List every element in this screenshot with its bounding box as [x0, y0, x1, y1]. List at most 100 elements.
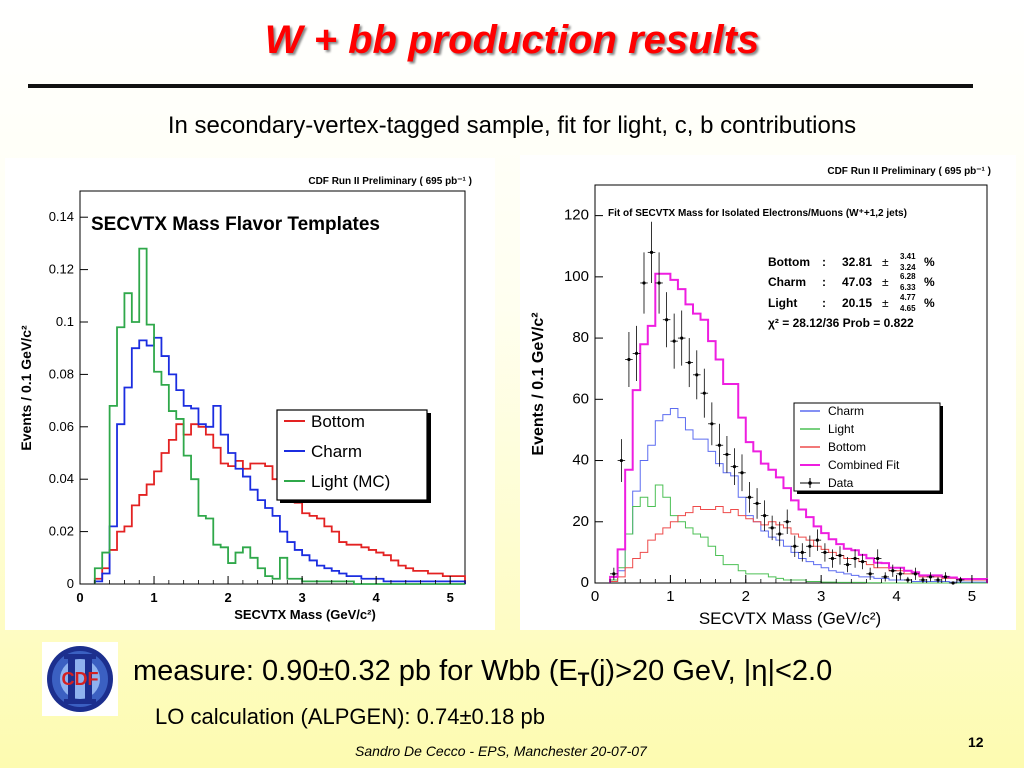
- chi2-text: χ² = 28.12/36 Prob = 0.822: [768, 316, 914, 330]
- y-tick-label: 0.1: [56, 314, 74, 329]
- data-point: [926, 572, 935, 582]
- data-point: [610, 567, 618, 580]
- y-tick-label: 0.06: [49, 419, 74, 434]
- svg-text::: :: [822, 255, 826, 269]
- data-point: [934, 576, 942, 583]
- fit-plus-light: 4.77: [900, 293, 916, 302]
- x-axis-label: SECVTX Mass (GeV/c²): [699, 609, 881, 628]
- lo-calculation: LO calculation (ALPGEN): 0.74±0.18 pb: [155, 704, 545, 729]
- data-point: [813, 529, 822, 551]
- data-point: [745, 481, 754, 513]
- fit-plus-charm: 6.28: [900, 272, 916, 281]
- data-point: [670, 313, 678, 369]
- data-point: [647, 221, 656, 283]
- series-bottom-line: [609, 505, 988, 583]
- data-point: [904, 576, 912, 583]
- slide-title: W + bb production results: [264, 18, 760, 62]
- chart-header: CDF Run II Preliminary ( 695 pb⁻¹ ): [827, 166, 991, 177]
- footer-text: Sandro De Cecco - EPS, Manchester 20-07-…: [355, 743, 647, 759]
- data-point: [798, 543, 807, 562]
- legend-label-charm: Charm: [311, 442, 362, 461]
- fit-minus-charm: 6.33: [900, 283, 916, 292]
- data-point: [723, 436, 731, 473]
- data-point: [775, 521, 784, 547]
- data-point: [896, 567, 905, 580]
- data-point: [851, 549, 859, 568]
- x-tick-label: 3: [817, 588, 825, 605]
- data-point: [881, 572, 889, 582]
- fit-label-charm: Charm: [768, 275, 806, 289]
- legend-label-bottom: Bottom: [311, 412, 365, 431]
- data-point: [821, 543, 829, 562]
- data-point: [708, 402, 716, 446]
- data-point: [693, 350, 701, 400]
- legend-label-light: Light (MC): [311, 472, 390, 491]
- legend-label-fit: Combined Fit: [828, 458, 900, 472]
- data-point: [677, 310, 686, 366]
- legend-label-charm: Charm: [828, 404, 864, 418]
- page-number: 12: [968, 734, 984, 750]
- y-tick-label: 0.04: [49, 471, 74, 486]
- templates-chart: CDF Run II Preliminary ( 695 pb⁻¹ ) 0 1 2 3…: [18, 176, 472, 622]
- x-tick-label: 2: [742, 588, 750, 605]
- cdf-logo: CDF: [42, 642, 118, 716]
- svg-text:±: ±: [882, 296, 889, 310]
- y-tick-label: 80: [572, 329, 589, 346]
- x-tick-label: 2: [224, 590, 231, 605]
- x-tick-label: 1: [150, 590, 157, 605]
- data-point: [858, 553, 867, 570]
- y-tick-label: 100: [564, 268, 589, 285]
- y-tick-label: 0.12: [49, 262, 74, 277]
- legend: Bottom Charm Light (MC): [276, 409, 431, 503]
- slide-subtitle: In secondary-vertex-tagged sample, fit f…: [167, 112, 857, 139]
- data-point: [806, 535, 814, 557]
- y-tick-label: 0.14: [49, 209, 74, 224]
- fit-minus-bottom: 3.24: [900, 263, 916, 272]
- fit-chart: CDF Run II Preliminary ( 695 pb⁻¹ ) 0 1 2 3…: [530, 166, 991, 628]
- data-point: [685, 338, 693, 388]
- data-point: [889, 564, 897, 577]
- fit-results: Bottom : 32.81 ± 3.41 3.24 % Charm : 47.…: [768, 252, 935, 330]
- x-axis-label: SECVTX Mass (GeV/c²): [234, 607, 376, 622]
- data-point: [873, 549, 882, 568]
- title-divider: [28, 84, 973, 88]
- fit-unit-charm: %: [924, 275, 935, 289]
- series-charm-line: [93, 336, 466, 584]
- data-point: [791, 535, 799, 557]
- data-point: [836, 546, 844, 565]
- legend-label-bottom: Bottom: [828, 440, 866, 454]
- x-tick-label: 5: [968, 588, 976, 605]
- series-combined-fit-line: [609, 272, 988, 583]
- fit-label-light: Light: [768, 296, 797, 310]
- x-tick-label: 4: [892, 588, 900, 605]
- fit-unit-light: %: [924, 296, 935, 310]
- data-point: [828, 549, 837, 568]
- fit-unit-bottom: %: [924, 255, 935, 269]
- legend-label-light: Light: [828, 422, 855, 436]
- svg-text:±: ±: [882, 255, 889, 269]
- svg-text::: :: [822, 296, 826, 310]
- data-point: [730, 448, 739, 486]
- y-tick-label: 0: [67, 576, 74, 591]
- fit-value-charm: 47.03: [842, 275, 872, 289]
- x-tick-label: 1: [666, 588, 674, 605]
- data-point: [783, 509, 791, 535]
- data-point: [956, 576, 965, 583]
- svg-text:CDF: CDF: [62, 669, 99, 689]
- y-tick-label: 0.08: [49, 366, 74, 381]
- data-point: [768, 515, 776, 541]
- x-tick-label: 5: [447, 590, 454, 605]
- x-tick-label: 3: [298, 590, 305, 605]
- x-tick-label: 0: [76, 590, 83, 605]
- data-point: [866, 567, 874, 580]
- fit-value-light: 20.15: [842, 296, 872, 310]
- fit-chart-panel: CDF Run II Preliminary ( 695 pb⁻¹ ) 0 1 2 3…: [520, 155, 1016, 630]
- svg-text::: :: [822, 275, 826, 289]
- plot-frame: [79, 190, 466, 585]
- fit-value-bottom: 32.81: [842, 255, 872, 269]
- y-tick-label: 20: [572, 513, 589, 530]
- y-tick-label: 60: [572, 390, 589, 407]
- data-point: [738, 454, 746, 492]
- data-point: [949, 581, 957, 585]
- data-point: [655, 252, 663, 314]
